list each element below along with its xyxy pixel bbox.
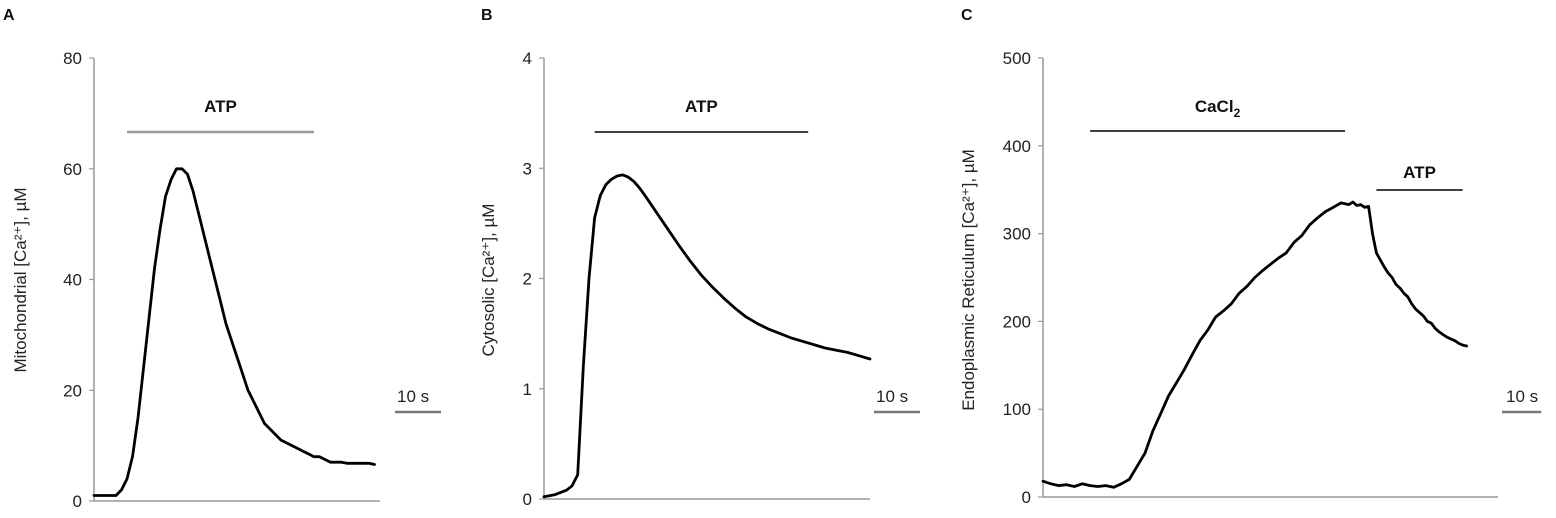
panel-c-ytick-label: 0 (1022, 488, 1031, 507)
panel-a-trace-line (92, 167, 376, 497)
panel-a-ytick-label: 80 (63, 49, 82, 68)
panel-a-scalebar-label: 10 s (397, 387, 429, 406)
panel-a-y-axis-label: Mitochondrial [Ca²⁺], µM (11, 187, 30, 372)
panel-c-stimulus-label: CaCl2 (1195, 97, 1241, 120)
panel-b-ytick-label: 2 (523, 270, 532, 289)
panel-a-ytick-label: 20 (63, 381, 82, 400)
panel-b-scalebar-label: 10 s (876, 387, 908, 406)
panel-c-ytick-label: 200 (1003, 312, 1031, 331)
panel-letter-c: C (961, 7, 973, 24)
panel-b-ytick-label: 0 (523, 490, 532, 509)
panel-a-ytick-label: 0 (73, 492, 82, 511)
panel-c-ytick-label: 300 (1003, 225, 1031, 244)
panel-b-chart: B 0 1 2 3 4 Cytosolic [Ca²⁺], µM ATP 10 s (479, 7, 920, 509)
panel-c-chart: C 0 100 200 300 400 500 Endoplasmic Reticulum … (959, 7, 1542, 507)
panel-b-trace-line (542, 173, 872, 499)
panel-b-ytick-label: 3 (523, 159, 532, 178)
panel-a-chart: A 0 20 40 60 80 Mitochondrial [Ca²⁺], µM ATP 10… (3, 7, 441, 511)
panel-c-ytick-label: 100 (1003, 400, 1031, 419)
panel-c-ytick-label: 400 (1003, 137, 1031, 156)
panel-letter-a: A (3, 7, 15, 24)
panel-c-ytick-label: 500 (1003, 49, 1031, 68)
panel-c-scalebar-label: 10 s (1506, 387, 1538, 406)
panel-b-stimulus-label: ATP (685, 97, 718, 116)
panel-c-stimulus-label: ATP (1403, 163, 1436, 182)
panel-a-stimulus-label: ATP (204, 97, 237, 116)
panel-b-ytick-label: 1 (523, 380, 532, 399)
panel-a-ytick-label: 60 (63, 160, 82, 179)
panel-c-y-axis-label: Endoplasmic Reticulum [Ca²⁺], µM (959, 149, 978, 411)
panel-b-y-axis-label: Cytosolic [Ca²⁺], µM (479, 204, 498, 357)
panel-c-trace-line (1041, 200, 1468, 489)
panel-a-ytick-label: 40 (63, 271, 82, 290)
panel-b-ytick-label: 4 (523, 49, 532, 68)
panel-letter-b: B (481, 7, 493, 24)
